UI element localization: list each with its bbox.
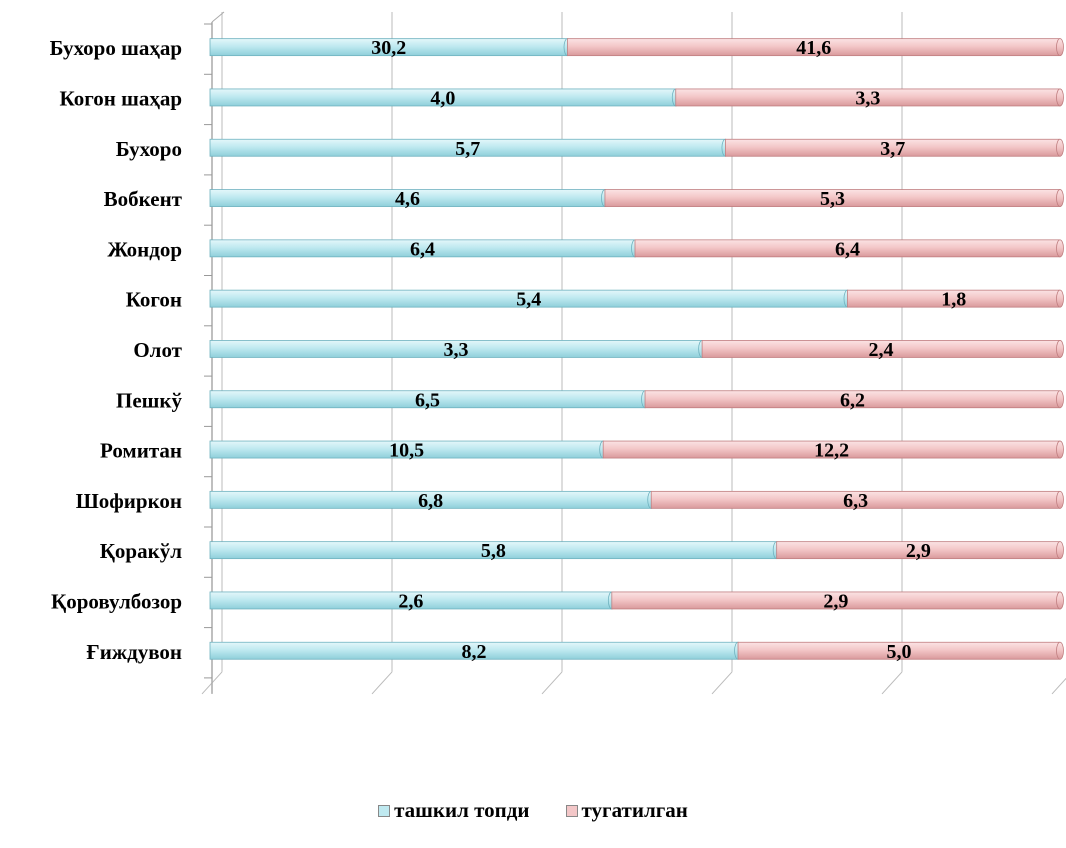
gridline-floor: [541, 671, 563, 695]
data-label: 12,2: [814, 440, 849, 462]
legend-item-series-1: ташкил топди: [378, 798, 530, 823]
bar-cap: [1056, 440, 1064, 459]
gridline-floor: [711, 671, 733, 695]
diagonal-box-icon: [378, 804, 391, 817]
data-label: 30,2: [371, 37, 406, 59]
data-label: 4,6: [395, 188, 420, 210]
bar-cap: [1056, 138, 1064, 157]
category-label: Ғиждувон: [86, 640, 182, 664]
category-label: Олот: [133, 338, 182, 362]
bar-cap: [1056, 641, 1064, 660]
labels-layer: 30,2 41,6 Бухоро шаҳар 4,0 3,3 Когон шаҳар 5,7…: [50, 36, 967, 664]
legend-label-series-1: ташкил топди: [394, 798, 530, 822]
bar-cap: [1056, 541, 1064, 560]
category-label: Шофиркон: [76, 489, 182, 513]
data-label: 5,7: [455, 138, 480, 160]
legend-item-series-2: тугатилган: [565, 798, 688, 823]
category-label: Пешкў: [116, 388, 182, 412]
data-label: 5,3: [820, 188, 845, 210]
data-label: 2,9: [906, 540, 931, 562]
diagonal-box-icon: [565, 804, 578, 817]
bar-cap: [1056, 189, 1064, 207]
data-label: 2,9: [823, 590, 848, 612]
data-label: 1,8: [941, 289, 966, 311]
data-label: 2,6: [398, 590, 423, 612]
bar-cap: [1056, 239, 1064, 258]
legend-label-series-2: тугатилган: [581, 798, 688, 822]
bars-layer: [209, 38, 1064, 660]
data-label: 41,6: [796, 37, 831, 59]
category-label: Ромитан: [100, 439, 182, 463]
legend: ташкил топди тугатилган: [0, 798, 1066, 823]
y-axis-top-edge: [211, 11, 225, 23]
bar-cap: [1056, 38, 1064, 57]
data-label: 8,2: [462, 641, 487, 663]
gridline-floor: [371, 671, 393, 695]
bar-cap: [1056, 289, 1064, 308]
bar-cap: [1056, 88, 1064, 107]
category-label: Бухоро шаҳар: [50, 36, 182, 60]
category-label: Когон шаҳар: [60, 86, 182, 110]
chart: 30,2 41,6 Бухоро шаҳар 4,0 3,3 Когон шаҳар 5,7…: [50, 11, 1066, 695]
bar-cap: [1056, 591, 1064, 610]
bar-cap: [1056, 490, 1064, 509]
data-label: 3,7: [880, 138, 905, 160]
data-label: 2,4: [869, 339, 894, 361]
category-label: Қоракўл: [100, 539, 183, 563]
data-label: 5,8: [481, 540, 506, 562]
bar-cap: [1056, 340, 1064, 358]
data-label: 6,2: [840, 389, 865, 411]
data-label: 4,0: [430, 87, 455, 109]
bar-cap: [1056, 390, 1064, 409]
category-label: Қоровулбозор: [51, 589, 182, 613]
data-label: 6,3: [843, 490, 868, 512]
gridline-floor: [1051, 677, 1066, 695]
data-label: 6,8: [418, 490, 443, 512]
data-label: 3,3: [855, 87, 880, 109]
category-label: Бухоро: [116, 137, 182, 161]
category-label: Когон: [126, 288, 182, 312]
data-label: 5,0: [887, 641, 912, 663]
data-label: 6,4: [410, 238, 435, 260]
data-label: 3,3: [444, 339, 469, 361]
data-label: 6,5: [415, 389, 440, 411]
category-label: Вобкент: [104, 187, 183, 211]
category-label: Жондор: [107, 237, 182, 261]
data-label: 10,5: [389, 440, 424, 462]
gridline-floor: [881, 671, 903, 695]
data-label: 6,4: [835, 238, 860, 260]
data-label: 5,4: [516, 289, 541, 311]
